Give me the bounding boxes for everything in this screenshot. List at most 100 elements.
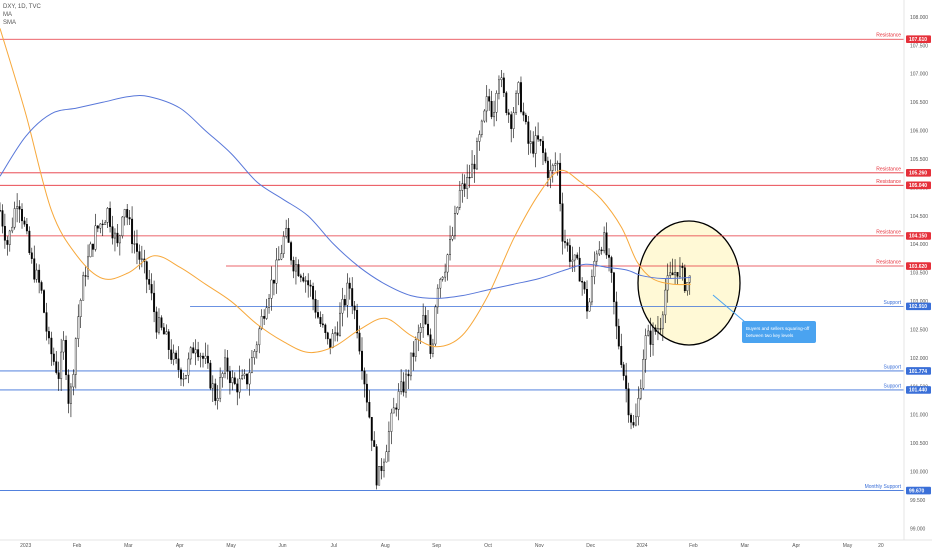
candle-body xyxy=(106,208,109,223)
candle-body xyxy=(353,305,356,311)
candle-body xyxy=(639,388,642,399)
candle-body xyxy=(402,381,405,393)
candle-body xyxy=(669,272,672,276)
candle-body xyxy=(111,226,114,239)
level-price-label-3: 104.150 xyxy=(909,234,927,240)
candle-body xyxy=(461,183,464,191)
candle-body xyxy=(568,245,571,262)
price-axis[interactable]: 108.000 107.500 107.000 106.500 106.000 105.5… xyxy=(903,0,931,540)
candle-body xyxy=(642,359,645,389)
candle-body xyxy=(35,269,38,280)
level-name-5: Support xyxy=(883,300,901,306)
candle-body xyxy=(126,209,129,218)
candle-body xyxy=(495,93,498,113)
candle-body xyxy=(586,289,588,312)
candle-body xyxy=(77,316,80,339)
price-tick-label-16: 100.000 xyxy=(910,470,928,476)
candle-body xyxy=(317,312,319,318)
candle-body xyxy=(507,112,510,115)
annotation-callout: Buyers and sellers squaring-off between … xyxy=(712,294,816,343)
candle-body xyxy=(659,328,662,330)
candle-body xyxy=(593,260,596,277)
candle-body xyxy=(510,114,513,129)
candle-body xyxy=(153,292,156,313)
time-tick-label-3: Apr xyxy=(176,543,184,549)
time-tick-label-7: Aug xyxy=(381,543,390,549)
candle-body xyxy=(515,93,518,113)
candle-body xyxy=(524,114,527,123)
candle-body xyxy=(664,289,667,316)
candle-body xyxy=(422,315,425,328)
candle-body xyxy=(434,306,437,345)
candle-body xyxy=(419,327,422,333)
callout-text-line-1: Buyers and sellers squaring-off xyxy=(746,326,810,331)
time-axis[interactable]: 2023 Feb Mar Apr May Jun Jul Aug Sep Oct Nov Dec 202… xyxy=(0,539,932,549)
candle-body xyxy=(165,331,168,335)
candle-body xyxy=(302,277,305,282)
level-price-badge-7 xyxy=(906,386,931,394)
candle-body xyxy=(375,446,378,486)
candle-body xyxy=(297,264,300,277)
candle-body xyxy=(28,230,31,253)
candle-body xyxy=(654,327,657,332)
candle-body xyxy=(307,280,310,286)
candle-body xyxy=(431,343,434,354)
candle-body xyxy=(632,422,635,426)
price-tick-label-18: 99.000 xyxy=(910,526,926,532)
candle-body xyxy=(292,260,295,272)
candle-body xyxy=(485,96,488,112)
price-tick-label-8: 104.000 xyxy=(910,242,928,248)
candle-body xyxy=(383,461,385,471)
candle-body xyxy=(490,101,493,118)
candle-body xyxy=(67,374,70,404)
candle-body xyxy=(683,267,686,292)
candle-body xyxy=(529,141,532,144)
candle-body xyxy=(319,317,322,325)
candle-body xyxy=(285,227,288,237)
chart-header: DXY, 1D, TVC MA SMA xyxy=(3,3,41,27)
candle-body xyxy=(96,225,99,229)
candle-body xyxy=(674,272,677,276)
candle-body xyxy=(380,466,383,471)
candle-body xyxy=(38,269,41,283)
levels-layer: Resistance Resistance Resistance Resistance… xyxy=(0,33,904,491)
candle-body xyxy=(184,375,187,379)
callout-text-line-2: between two key levels xyxy=(746,333,794,338)
candle-body xyxy=(11,226,14,232)
candle-body xyxy=(400,381,403,392)
price-tick-label-17: 99.500 xyxy=(910,498,926,504)
candle-body xyxy=(312,286,315,300)
level-price-badge-5 xyxy=(906,302,931,311)
candle-body xyxy=(150,284,153,294)
candle-body xyxy=(652,327,655,345)
level-price-label-2: 105.040 xyxy=(909,183,927,189)
candle-body xyxy=(6,240,9,245)
time-tick-label-11: Dec xyxy=(586,543,595,549)
candle-body xyxy=(681,265,684,268)
level-name-0: Resistance xyxy=(876,33,901,39)
candle-body xyxy=(627,388,630,416)
candle-body xyxy=(539,139,542,142)
price-tick-label-7: 104.500 xyxy=(910,214,928,220)
candle-body xyxy=(559,162,562,204)
candle-body xyxy=(250,357,253,373)
time-tick-label-17: 20 xyxy=(878,543,884,549)
indicator-label-ma: MA xyxy=(3,12,12,18)
candle-body xyxy=(260,315,263,330)
candle-body xyxy=(182,378,185,380)
candle-body xyxy=(18,206,21,210)
candle-body xyxy=(268,298,271,308)
candle-body xyxy=(238,378,241,393)
candle-body xyxy=(23,220,26,225)
candle-body xyxy=(43,290,45,313)
candle-body xyxy=(351,288,354,307)
candle-body xyxy=(228,371,231,384)
level-price-label-1: 105.260 xyxy=(909,171,927,177)
candle-body xyxy=(1,210,4,227)
candle-body xyxy=(216,397,219,401)
candle-body xyxy=(334,332,337,334)
price-tick-label-4: 106.000 xyxy=(910,129,928,135)
candle-body xyxy=(622,364,625,376)
candle-body xyxy=(595,253,598,262)
